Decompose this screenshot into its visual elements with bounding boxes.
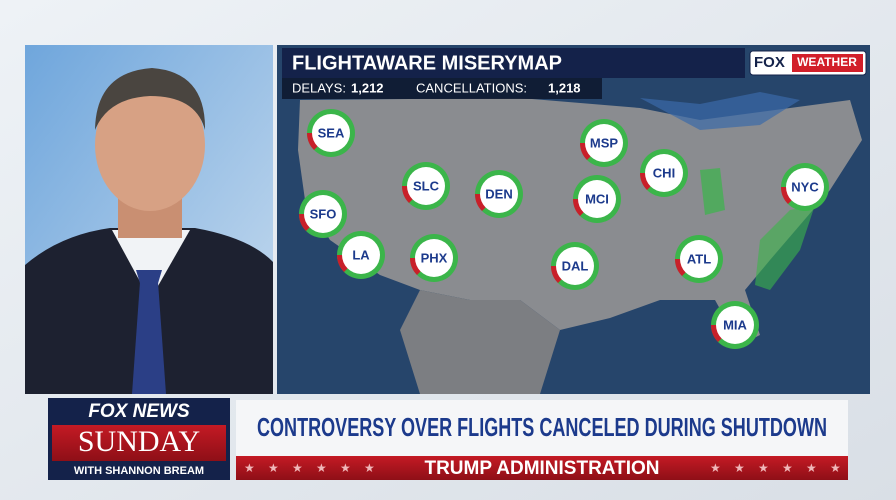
- map-title: FLIGHTAWARE MISERYMAP: [292, 52, 562, 74]
- airport-gauge: SFO: [298, 190, 347, 238]
- airport-code: NYC: [791, 179, 819, 194]
- airport-code: MCI: [585, 191, 609, 206]
- svg-text:★: ★: [316, 461, 327, 475]
- svg-text:★: ★: [292, 461, 303, 475]
- gauge-face: [786, 168, 824, 206]
- airport-gauge: CHI: [639, 149, 688, 197]
- gauge-face: [578, 180, 616, 218]
- gauge-face: [716, 306, 754, 344]
- misery-map: FLIGHTAWARE MISERYMAP DELAYS: 1,212 CANC…: [277, 45, 870, 394]
- gauge-face: [480, 175, 518, 213]
- svg-text:★: ★: [806, 461, 817, 475]
- delays-value: 1,212: [351, 80, 384, 95]
- airport-gauge: SEA: [306, 109, 355, 157]
- svg-text:★: ★: [710, 461, 721, 475]
- logo-host: WITH SHANNON BREAM: [74, 465, 204, 477]
- gauge-face: [342, 236, 380, 274]
- gauge-face: [645, 154, 683, 192]
- airport-code: MSP: [590, 135, 619, 150]
- lower-third: FOX NEWS SUNDAY WITH SHANNON BREAM CONTR…: [48, 398, 848, 480]
- airport-code: CHI: [653, 165, 675, 180]
- gauge-face: [407, 167, 445, 205]
- brand-fox: FOX: [754, 54, 785, 71]
- airport-gauge: MIA: [710, 301, 759, 349]
- airport-gauge: ATL: [674, 235, 723, 283]
- subhead: TRUMP ADMINISTRATION: [424, 458, 659, 479]
- stars: ★ ★ ★ ★ ★ ★ ★ ★ ★ ★ ★ ★: [244, 461, 841, 475]
- cancellations-value: 1,218: [548, 80, 581, 95]
- svg-text:★: ★: [734, 461, 745, 475]
- brand-weather: WEATHER: [797, 55, 857, 69]
- svg-text:★: ★: [830, 461, 841, 475]
- svg-text:★: ★: [244, 461, 255, 475]
- airport-code: DEN: [485, 186, 512, 201]
- logo-main: SUNDAY: [78, 425, 200, 458]
- airport-code: SEA: [318, 125, 345, 140]
- airport-gauge: MSP: [579, 119, 628, 167]
- airport-code: LA: [352, 247, 370, 262]
- airport-code: SLC: [413, 178, 440, 193]
- gauge-face: [415, 239, 453, 277]
- airport-gauge: DEN: [474, 170, 523, 218]
- airport-gauge: MCI: [572, 175, 621, 223]
- airport-code: PHX: [421, 250, 448, 265]
- airport-gauge: DAL: [550, 242, 599, 290]
- airport-code: SFO: [310, 206, 337, 221]
- gauge-face: [585, 124, 623, 162]
- svg-text:★: ★: [268, 461, 279, 475]
- airport-gauge: SLC: [401, 162, 450, 210]
- svg-text:★: ★: [758, 461, 769, 475]
- gauge-face: [304, 195, 342, 233]
- airport-code: DAL: [562, 258, 589, 273]
- airport-gauge: LA: [336, 231, 385, 279]
- cancellations-label: CANCELLATIONS:: [416, 80, 527, 95]
- gauge-face: [680, 240, 718, 278]
- gauge-face: [556, 247, 594, 285]
- airport-gauge: NYC: [780, 163, 829, 211]
- delays-label: DELAYS:: [292, 80, 346, 95]
- headline: CONTROVERSY OVER FLIGHTS CANCELED DURING…: [257, 412, 827, 442]
- airport-gauge: PHX: [409, 234, 458, 282]
- anchor-video: [25, 45, 273, 394]
- airport-code: MIA: [723, 317, 747, 332]
- airport-code: ATL: [687, 251, 711, 266]
- logo-top: FOX NEWS: [88, 401, 190, 422]
- svg-text:★: ★: [340, 461, 351, 475]
- svg-text:★: ★: [364, 461, 375, 475]
- svg-text:★: ★: [782, 461, 793, 475]
- gauge-face: [312, 114, 350, 152]
